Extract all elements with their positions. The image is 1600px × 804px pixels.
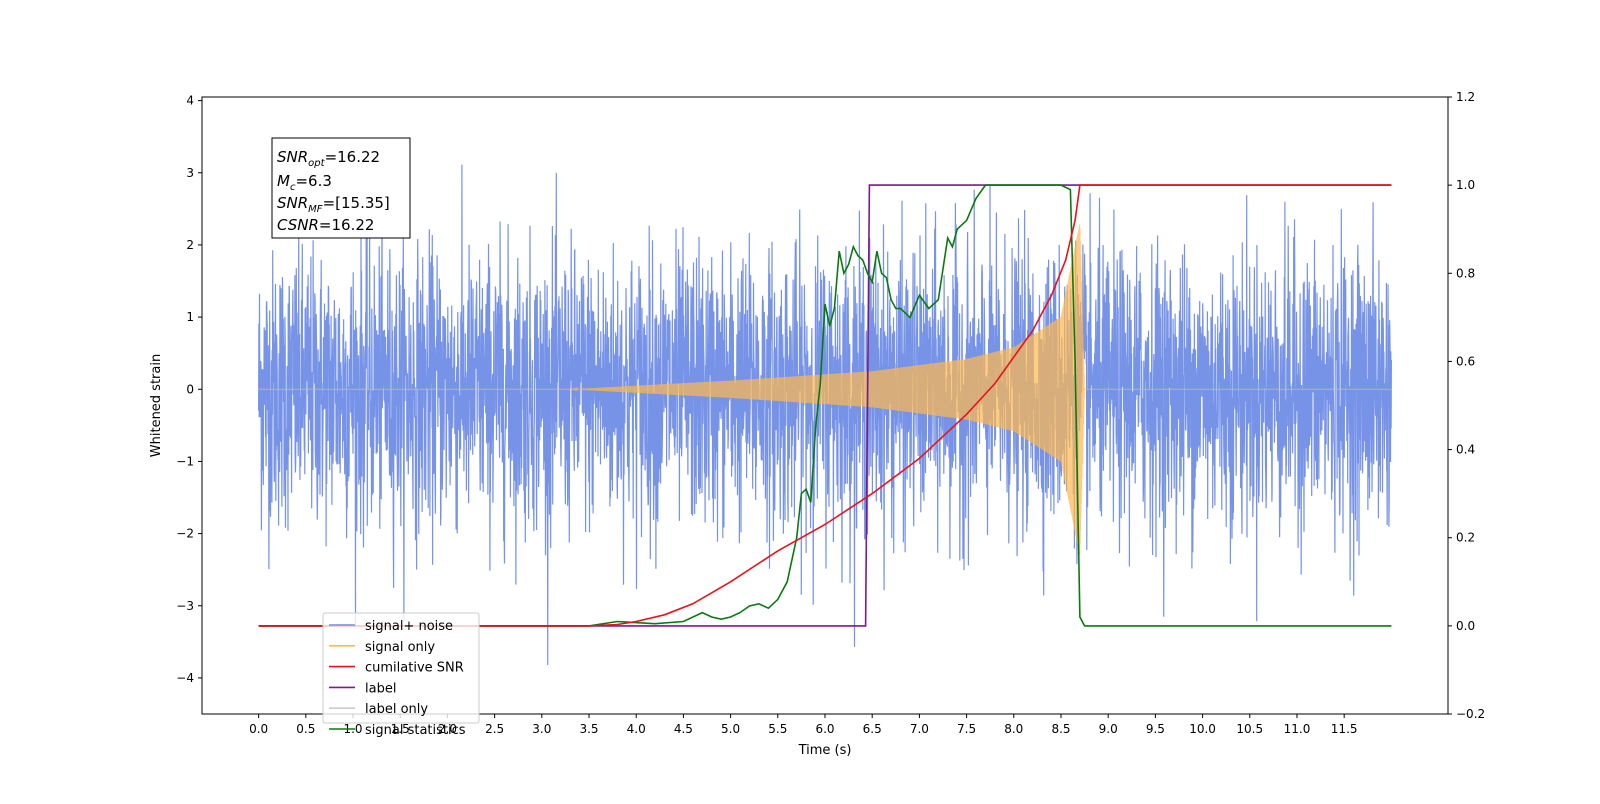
x-tick-label: 2.0 (438, 722, 457, 736)
legend-label: signal only (365, 640, 435, 655)
x-tick-label: 6.0 (815, 722, 834, 736)
legend-label: label (365, 681, 396, 696)
x-axis: 0.0 0.5 1.0 1.5 2.0 2.5 3.0 3.5 4.0 4.5 5.0 5.5 6.0 6… (249, 714, 1358, 736)
series-signal-noise (258, 164, 1392, 666)
legend-item: signal statistics (329, 723, 466, 738)
plot-area (258, 164, 1392, 666)
x-tick-label: 8.0 (1004, 722, 1023, 736)
legend-item: signal only (329, 640, 435, 655)
y-tick-label: −1 (176, 454, 194, 468)
series-signal-only (258, 224, 1392, 556)
y-tick-label: 3 (186, 166, 194, 180)
x-tick-label: 7.5 (957, 722, 976, 736)
y2-tick-label: 0.4 (1456, 443, 1475, 457)
info-snr-mf-main: SNR (277, 194, 308, 212)
y-tick-label: −4 (176, 671, 194, 685)
x-tick-label: 0.5 (296, 722, 315, 736)
legend-frame (322, 612, 480, 724)
x-tick-label: 9.0 (1099, 722, 1118, 736)
y2-tick-label: 0.6 (1456, 354, 1475, 368)
y-tick-label: 0 (186, 382, 194, 396)
info-csnr-value: =16.22 (319, 216, 375, 234)
y2-tick-label: −0.2 (1456, 707, 1485, 721)
legend-item: label (329, 681, 396, 696)
x-tick-label: 3.5 (579, 722, 598, 736)
info-box-frame (271, 137, 411, 239)
x-tick-label: 2.5 (485, 722, 504, 736)
legend-label: cumilative SNR (365, 661, 464, 676)
info-mc-value: =6.3 (295, 172, 331, 190)
x-tick-label: 4.5 (674, 722, 693, 736)
info-snr-opt-main: SNR (277, 148, 308, 166)
y2-tick-label: 0.8 (1456, 266, 1475, 280)
y-axis-label: Whitened strain (149, 354, 164, 457)
info-snr-mf-value: =[15.35] (323, 194, 390, 212)
legend-item: cumilative SNR (329, 661, 464, 676)
y2-tick-label: 1.0 (1456, 178, 1475, 192)
x-tick-label: 7.0 (910, 722, 929, 736)
y-tick-label: −3 (176, 599, 194, 613)
info-snr-mf: SNRMF=[15.35] (277, 194, 390, 215)
info-csnr-main: CSNR (277, 216, 319, 234)
legend-label: signal statistics (365, 723, 466, 738)
info-snr-opt-value: =16.22 (325, 148, 381, 166)
series-cumulative-snr (258, 184, 1392, 627)
legend-item: signal+ noise (329, 619, 453, 634)
info-box: SNRopt=16.22 Mc=6.3 SNRMF=[15.35] CSNR=1… (271, 137, 411, 239)
x-tick-label: 3.0 (532, 722, 551, 736)
y2-tick-label: 1.2 (1456, 90, 1475, 104)
x-tick-label: 11.0 (1284, 722, 1311, 736)
y-axis-left: −4 −3 −2 −1 0 1 2 3 4 (176, 94, 202, 685)
y-tick-label: 2 (186, 238, 194, 252)
series-signal-statistics (258, 184, 1392, 627)
x-tick-label: 5.0 (721, 722, 740, 736)
y-axis-right: −0.2 0.0 0.2 0.4 0.6 0.8 1.0 1.2 (1448, 90, 1485, 721)
x-tick-label: 8.5 (1051, 722, 1070, 736)
info-mc-sub: c (290, 182, 296, 193)
x-tick-label: 10.0 (1189, 722, 1216, 736)
info-snr-opt: SNRopt=16.22 (277, 148, 380, 169)
x-axis-label: Time (s) (798, 743, 852, 758)
info-mc-main: M (277, 172, 290, 190)
x-tick-label: 11.5 (1331, 722, 1358, 736)
x-tick-label: 5.5 (768, 722, 787, 736)
x-tick-label: 9.5 (1146, 722, 1165, 736)
y-tick-label: −2 (176, 527, 194, 541)
info-mc: Mc=6.3 (277, 172, 332, 193)
x-tick-label: 10.5 (1236, 722, 1263, 736)
legend: signal+ noise signal only cumilative SNR la… (322, 612, 480, 738)
legend-label: signal+ noise (365, 619, 453, 634)
x-tick-label: 1.5 (391, 722, 410, 736)
legend-item: label only (329, 702, 428, 717)
y-tick-label: 4 (186, 94, 194, 108)
legend-label: label only (365, 702, 428, 717)
info-csnr: CSNR=16.22 (277, 216, 374, 234)
y2-tick-label: 0.0 (1456, 619, 1475, 633)
x-tick-label: 4.0 (627, 722, 646, 736)
y2-tick-label: 0.2 (1456, 531, 1475, 545)
x-tick-label: 6.5 (863, 722, 882, 736)
info-snr-mf-sub: MF (308, 204, 323, 215)
y-tick-label: 1 (186, 310, 194, 324)
x-tick-label: 0.0 (249, 722, 268, 736)
info-snr-opt-sub: opt (308, 158, 325, 169)
